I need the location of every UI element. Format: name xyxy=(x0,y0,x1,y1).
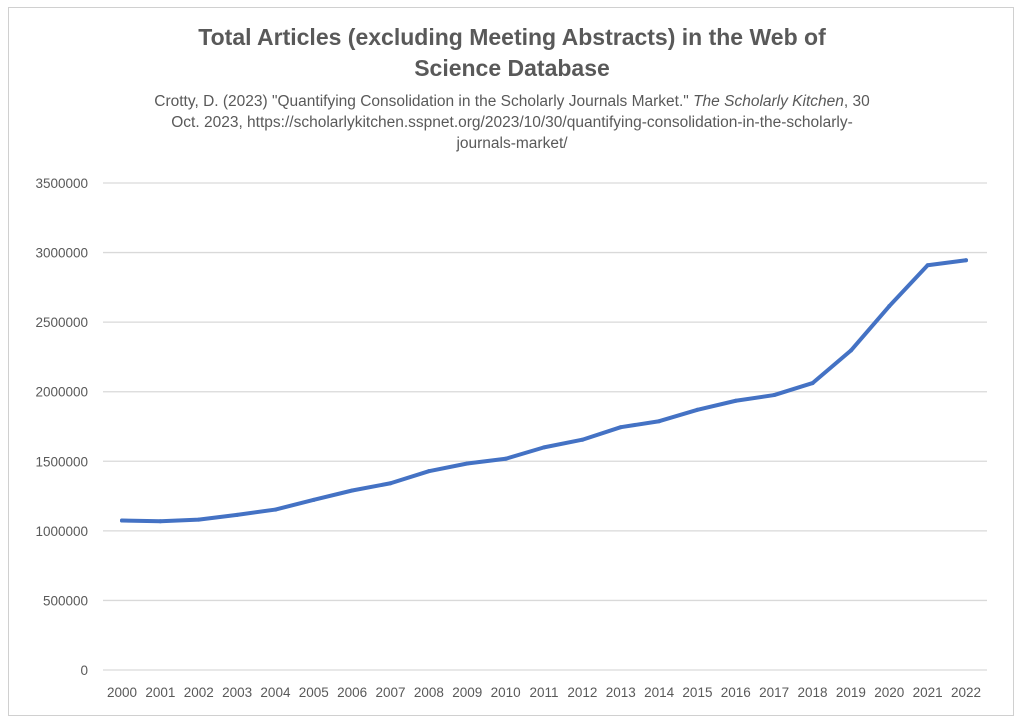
data-point xyxy=(733,398,738,403)
y-tick-label: 3000000 xyxy=(35,246,88,261)
data-point xyxy=(311,497,316,502)
y-tick-label: 1000000 xyxy=(35,524,88,539)
data-point xyxy=(273,507,278,512)
data-point xyxy=(848,348,853,353)
data-point xyxy=(388,481,393,486)
x-tick-label: 2008 xyxy=(414,685,444,700)
x-tick-label: 2006 xyxy=(337,685,367,700)
y-tick-label: 500000 xyxy=(43,593,88,608)
data-point xyxy=(964,258,968,263)
x-tick-label: 2002 xyxy=(184,685,214,700)
data-point xyxy=(580,437,585,442)
data-point xyxy=(465,461,470,466)
y-tick-label: 1500000 xyxy=(35,454,88,469)
data-point xyxy=(618,425,623,430)
x-tick-label: 2003 xyxy=(222,685,252,700)
x-tick-label: 2012 xyxy=(567,685,597,700)
y-tick-label: 0 xyxy=(80,663,88,678)
data-point xyxy=(772,393,777,398)
data-point xyxy=(120,518,124,523)
data-point xyxy=(925,263,930,268)
x-tick-label: 2010 xyxy=(491,685,521,700)
x-tick-label: 2019 xyxy=(836,685,866,700)
subtitle-publication: The Scholarly Kitchen xyxy=(693,93,844,110)
chart-subtitle: Crotty, D. (2023) "Quantifying Consolida… xyxy=(0,91,1024,154)
y-tick-label: 2500000 xyxy=(35,315,88,330)
x-tick-label: 2015 xyxy=(682,685,712,700)
data-point xyxy=(426,469,431,474)
chart-frame xyxy=(8,7,1014,716)
x-tick-label: 2001 xyxy=(145,685,175,700)
data-point xyxy=(657,419,662,424)
y-tick-label: 3500000 xyxy=(35,176,88,191)
x-tick-label: 2020 xyxy=(874,685,904,700)
x-tick-label: 2014 xyxy=(644,685,675,700)
data-point xyxy=(158,519,163,524)
x-tick-label: 2005 xyxy=(299,685,329,700)
x-tick-label: 2016 xyxy=(721,685,751,700)
x-tick-label: 2004 xyxy=(260,685,291,700)
x-tick-label: 2018 xyxy=(798,685,828,700)
x-tick-label: 2017 xyxy=(759,685,789,700)
data-point xyxy=(695,407,700,412)
x-tick-label: 2013 xyxy=(606,685,636,700)
x-tick-label: 2009 xyxy=(452,685,482,700)
data-point xyxy=(503,456,508,461)
subtitle-date-url: , 30 Oct. 2023, https://scholarlykitchen… xyxy=(171,93,870,152)
chart-title: Total Articles (excluding Meeting Abstra… xyxy=(198,24,826,81)
data-point xyxy=(196,517,201,522)
x-tick-label: 2021 xyxy=(913,685,943,700)
series-line xyxy=(120,258,968,524)
subtitle-citation: Crotty, D. (2023) "Quantifying Consolida… xyxy=(154,93,694,110)
data-point xyxy=(887,304,892,309)
x-tick-label: 2011 xyxy=(529,685,558,700)
data-point xyxy=(810,381,815,386)
x-tick-label: 2000 xyxy=(107,685,137,700)
data-point xyxy=(235,512,240,517)
data-point xyxy=(542,445,546,450)
data-point xyxy=(350,488,355,493)
y-tick-label: 2000000 xyxy=(35,385,88,400)
x-tick-label: 2022 xyxy=(951,685,981,700)
x-tick-label: 2007 xyxy=(376,685,406,700)
